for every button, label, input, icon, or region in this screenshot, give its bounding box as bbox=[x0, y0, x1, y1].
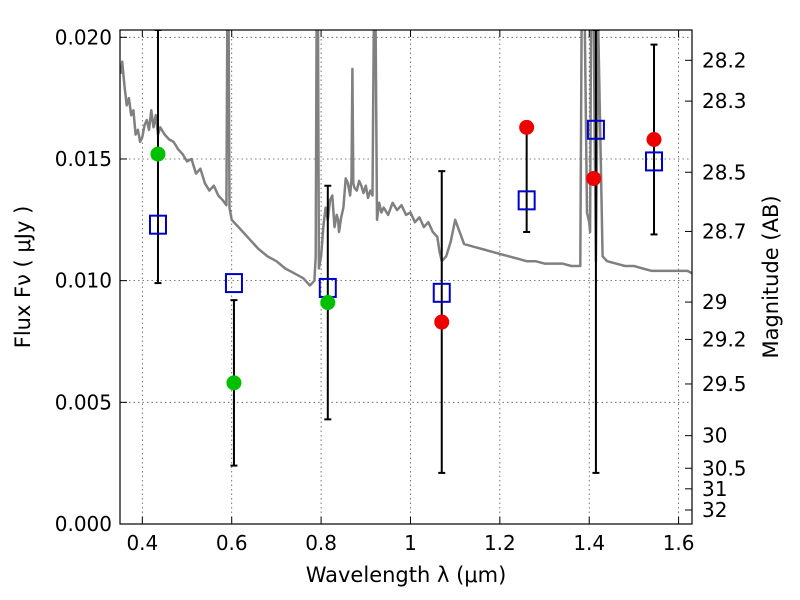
observed-flux-marker bbox=[226, 375, 242, 391]
x-tick-label: 1.2 bbox=[484, 531, 516, 555]
x-tick-label: 0.8 bbox=[305, 531, 337, 555]
observed-flux-marker bbox=[646, 132, 662, 148]
mag-tick-label: 28.5 bbox=[702, 160, 747, 184]
mag-tick-label: 28.3 bbox=[702, 89, 747, 113]
model-flux-marker bbox=[148, 214, 167, 235]
grid-lines bbox=[120, 30, 692, 524]
data-markers bbox=[148, 119, 664, 391]
y-tick-label: 0.000 bbox=[55, 512, 112, 536]
y-tick-label: 0.005 bbox=[55, 390, 112, 414]
mag-tick-label: 28.7 bbox=[702, 219, 747, 243]
mag-tick-label: 29.5 bbox=[702, 372, 747, 396]
x-tick-label: 1 bbox=[404, 531, 417, 555]
y-tick-label: 0.010 bbox=[55, 269, 112, 293]
y-axis-label: Flux Fν ( μJy ) bbox=[11, 206, 35, 349]
mag-tick-label: 30 bbox=[702, 424, 727, 448]
x-tick-label: 0.4 bbox=[126, 531, 158, 555]
x-tick-label: 1.4 bbox=[573, 531, 605, 555]
x-tick-label: 1.6 bbox=[663, 531, 695, 555]
mag-tick-label: 32 bbox=[702, 498, 727, 522]
model-flux-marker bbox=[224, 273, 243, 294]
observed-flux-marker bbox=[320, 295, 336, 311]
model-spectrum bbox=[120, 30, 692, 287]
observed-flux-marker bbox=[434, 314, 450, 330]
plot-background bbox=[120, 30, 692, 524]
y-tick-label: 0.015 bbox=[55, 147, 112, 171]
model-flux-marker bbox=[645, 151, 664, 172]
x-axis-label: Wavelength λ (μm) bbox=[306, 563, 507, 587]
mag-tick-label: 29 bbox=[702, 290, 727, 314]
spectrum-line bbox=[120, 30, 692, 287]
observed-flux-marker bbox=[150, 146, 166, 162]
mag-tick-label: 31 bbox=[702, 477, 727, 501]
model-flux-marker bbox=[432, 282, 451, 303]
y2-axis-label: Magnitude (AB) bbox=[759, 195, 783, 358]
observed-flux-marker bbox=[519, 119, 535, 135]
axis-ticks: 0.4 0.6 0.8 1 1.2 1.4 1.6 0.000 0.005 0.010 0.015 0… bbox=[55, 25, 747, 555]
mag-tick-label: 30.5 bbox=[702, 456, 747, 480]
x-tick-label: 0.6 bbox=[216, 531, 248, 555]
observed-flux-marker bbox=[586, 170, 602, 186]
mag-tick-label: 28.2 bbox=[702, 48, 747, 72]
mag-tick-label: 29.2 bbox=[702, 327, 747, 351]
model-flux-marker bbox=[586, 119, 605, 140]
plot-frame bbox=[119, 29, 693, 525]
model-flux-marker bbox=[517, 190, 536, 211]
y-tick-label: 0.020 bbox=[55, 25, 112, 49]
